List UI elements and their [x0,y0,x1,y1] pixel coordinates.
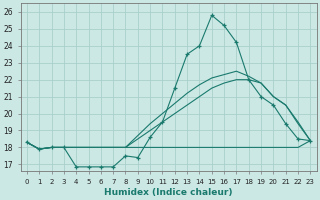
X-axis label: Humidex (Indice chaleur): Humidex (Indice chaleur) [104,188,233,197]
